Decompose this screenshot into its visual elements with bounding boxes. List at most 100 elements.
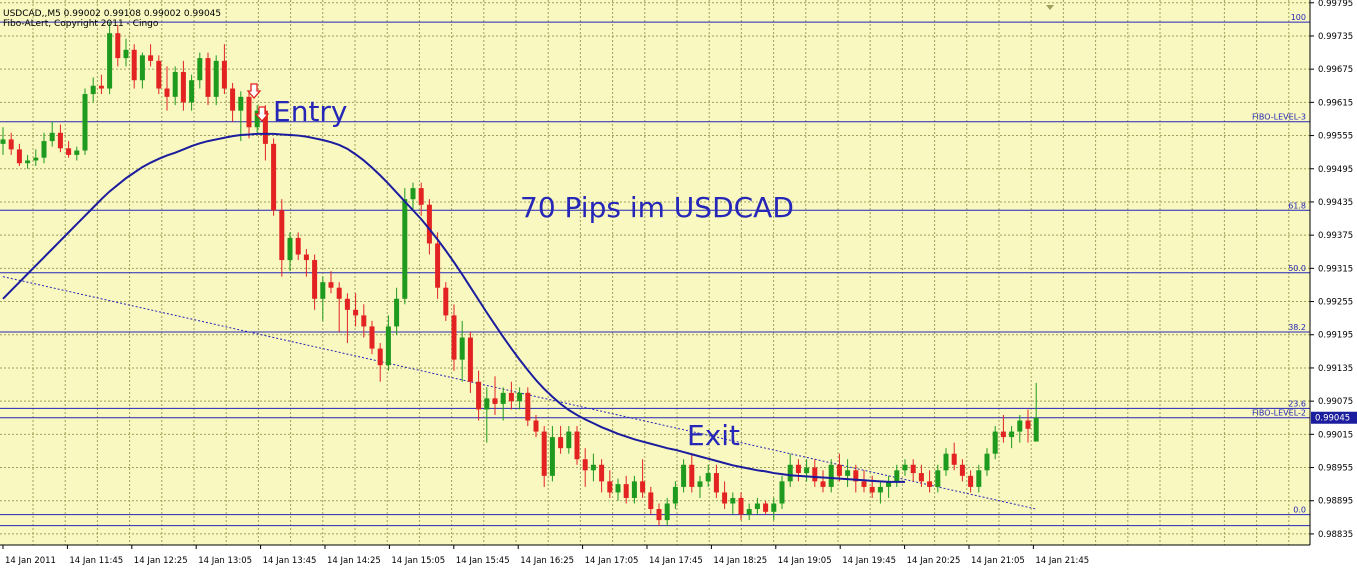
candle-body	[533, 420, 539, 432]
candle-body	[804, 467, 810, 474]
down-arrow-icon	[254, 106, 270, 122]
candle-body	[180, 71, 186, 103]
candle-body	[648, 492, 654, 510]
candle-body	[943, 453, 949, 471]
candle-body	[213, 60, 219, 97]
candle-body	[886, 481, 892, 487]
entry-arrows	[246, 83, 270, 122]
candle-body	[672, 486, 678, 504]
candle-body	[328, 282, 334, 288]
chart-shift-marker[interactable]	[1046, 5, 1054, 10]
candle-body	[968, 475, 974, 487]
candle-body	[74, 150, 80, 155]
candle-body	[656, 509, 662, 521]
time-tick-label: 14 Jan 13:45	[263, 556, 317, 566]
candle-body	[115, 33, 121, 59]
candle-body	[713, 473, 719, 493]
candle-body	[861, 481, 867, 487]
price-tick-label: 0.99135	[1318, 364, 1353, 374]
candle-body	[131, 49, 137, 81]
candle-body	[877, 486, 883, 493]
candle-body	[476, 381, 482, 410]
candle-body	[353, 309, 359, 316]
candle-body	[33, 157, 39, 161]
price-tick-label: 0.99075	[1318, 397, 1353, 407]
candle-body	[508, 392, 514, 402]
candle-body	[976, 470, 982, 487]
candle-body	[664, 503, 670, 521]
candle-body	[590, 464, 596, 471]
price-tick-label: 0.99435	[1318, 198, 1353, 208]
candle-body	[795, 464, 801, 474]
candle-body	[935, 470, 941, 487]
candle-body	[959, 464, 965, 476]
candle-body	[139, 55, 145, 81]
fib-level-label: 38.2	[1288, 323, 1306, 332]
candle-body	[599, 464, 605, 482]
candle-body	[246, 96, 252, 128]
price-tick-label: 0.99495	[1318, 165, 1353, 175]
candle-body	[336, 287, 342, 299]
candle-body	[492, 398, 498, 404]
candle-body	[361, 315, 367, 327]
candle-body	[164, 88, 170, 97]
exit-label: Exit	[687, 419, 740, 452]
candle-body	[443, 287, 449, 316]
candle-body	[57, 132, 63, 149]
time-tick-label: 14 Jan 13:05	[198, 556, 252, 566]
candle-body	[377, 348, 383, 366]
candle-body	[221, 60, 227, 89]
candle-body	[836, 464, 842, 476]
candle-body	[295, 237, 301, 255]
candle-body	[16, 149, 22, 164]
candle-body	[689, 464, 695, 487]
time-axis: 14 Jan 2011 14 Jan 11:45 14 Jan 12:25 14 Ja…	[0, 544, 1310, 566]
candle-body	[927, 481, 933, 487]
candle-body	[148, 55, 154, 61]
candle-body	[435, 243, 441, 288]
candle-body	[820, 481, 826, 487]
time-tick-label: 14 Jan 14:25	[327, 556, 381, 566]
candle-body	[1025, 420, 1031, 429]
candle-body	[66, 148, 72, 155]
price-tick-label: 0.99315	[1318, 264, 1353, 274]
candle-body	[738, 497, 744, 515]
candle-body	[287, 237, 293, 261]
candle-body	[344, 298, 350, 310]
time-tick-label: 14 Jan 16:25	[520, 556, 574, 566]
candle-body	[205, 58, 211, 97]
candle-body	[771, 503, 777, 512]
candle-body	[984, 453, 990, 471]
time-tick-label: 14 Jan 21:05	[971, 556, 1025, 566]
candle-body	[615, 484, 621, 493]
price-tick-label: 0.99195	[1318, 331, 1353, 341]
time-tick-label: 14 Jan 11:45	[69, 556, 123, 566]
candle-body	[107, 33, 113, 89]
candle-body	[484, 398, 490, 410]
candle-body	[1000, 431, 1006, 438]
candle-body	[156, 60, 162, 89]
candle-body	[525, 392, 531, 421]
candle-body	[763, 503, 769, 512]
candle-body	[394, 298, 400, 327]
candle-body	[197, 58, 203, 81]
candle-body	[1009, 431, 1015, 438]
time-tick-label: 14 Jan 18:25	[713, 556, 767, 566]
price-tick-label: 0.99675	[1318, 65, 1353, 75]
candle-body	[582, 459, 588, 471]
candle-body	[869, 486, 875, 493]
fib-level-label: 23.6	[1288, 399, 1306, 408]
candle-body	[681, 464, 687, 487]
candle-body	[8, 139, 14, 150]
price-tick-label: 0.98955	[1318, 464, 1353, 474]
candle-body	[779, 481, 785, 504]
candle-body	[992, 431, 998, 454]
candle-body	[631, 481, 637, 498]
candle-body	[705, 473, 711, 482]
candle-body	[566, 431, 572, 449]
time-tick-label: 14 Jan 17:05	[585, 556, 639, 566]
candle-body	[623, 484, 629, 498]
time-axis-background	[0, 545, 1310, 570]
candle-body	[951, 453, 957, 465]
